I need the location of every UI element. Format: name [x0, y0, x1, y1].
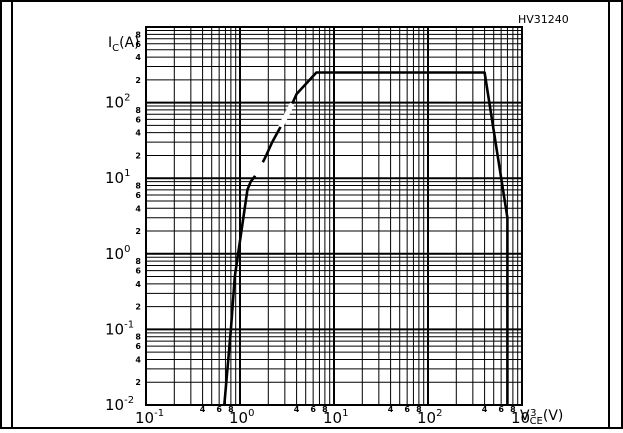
y-minor-tick-label: 6	[135, 342, 141, 351]
x-minor-tick-label: 8	[416, 405, 422, 414]
y-minor-tick-label: 8	[135, 257, 141, 266]
y-tick-label: 101	[105, 168, 130, 187]
y-tick-label: 102	[105, 93, 130, 112]
x-minor-tick-label: 8	[322, 405, 328, 414]
x-tick-label: 102	[417, 408, 442, 427]
x-tick-label: 101	[323, 408, 348, 427]
x-axis-label-sub: CE	[530, 416, 543, 427]
y-tick-label: 100	[105, 244, 130, 263]
y-minor-tick-label: 2	[135, 303, 141, 312]
x-tick-label: 100	[229, 408, 254, 427]
y-minor-tick-label: 6	[135, 191, 141, 200]
y-minor-tick-label: 8	[135, 182, 141, 191]
y-minor-tick-label: 6	[135, 115, 141, 124]
x-minor-tick-label: 4	[294, 405, 300, 414]
y-axis-label: IC(A)	[108, 35, 140, 54]
x-tick-label: 103	[511, 408, 536, 427]
grid	[145, 26, 523, 406]
figure-code: HV31240	[518, 13, 569, 26]
y-minor-tick-label: 4	[135, 280, 141, 289]
y-minor-tick-label: 8	[135, 106, 141, 115]
y-minor-tick-label: 6	[135, 267, 141, 276]
y-minor-tick-label: 4	[135, 53, 141, 62]
y-minor-tick-label: 4	[135, 355, 141, 364]
x-axis-label: VCE(V)	[520, 408, 563, 427]
y-minor-tick-label: 6	[135, 40, 141, 49]
y-minor-tick-label: 8	[135, 333, 141, 342]
y-minor-tick-label: 4	[135, 204, 141, 213]
y-minor-tick-label: 2	[135, 378, 141, 387]
y-minor-tick-label: 2	[135, 151, 141, 160]
y-axis-label-main: I	[108, 35, 112, 51]
y-axis-label-sub: C	[112, 43, 119, 54]
y-minor-tick-label: 2	[135, 76, 141, 85]
curve-gap	[252, 160, 266, 178]
y-tick-label: 10-1	[105, 319, 134, 338]
x-axis-label-main: V	[520, 408, 530, 424]
x-minor-tick-label: 4	[388, 405, 394, 414]
x-tick-label: 10-1	[135, 408, 164, 427]
y-minor-tick-label: 2	[135, 227, 141, 236]
x-minor-tick-label: 4	[482, 405, 488, 414]
soa-curve	[223, 71, 509, 406]
label-layer: 10-210-11001011022468246824682468246810-…	[105, 30, 536, 427]
x-minor-tick-label: 6	[498, 405, 504, 414]
x-minor-tick-label: 8	[228, 405, 234, 414]
curve-layer	[223, 71, 509, 406]
y-minor-tick-label: 8	[135, 30, 141, 39]
x-minor-tick-label: 6	[216, 405, 222, 414]
curve-gap	[278, 102, 295, 129]
x-minor-tick-label: 6	[404, 405, 410, 414]
y-tick-label: 10-2	[105, 395, 134, 414]
y-minor-tick-label: 4	[135, 129, 141, 138]
plot-border	[145, 26, 523, 406]
x-minor-tick-label: 4	[200, 405, 206, 414]
y-axis-label-unit: (A)	[119, 35, 140, 51]
x-axis-label-unit: (V)	[543, 408, 564, 424]
x-minor-tick-label: 8	[510, 405, 516, 414]
x-minor-tick-label: 6	[310, 405, 316, 414]
